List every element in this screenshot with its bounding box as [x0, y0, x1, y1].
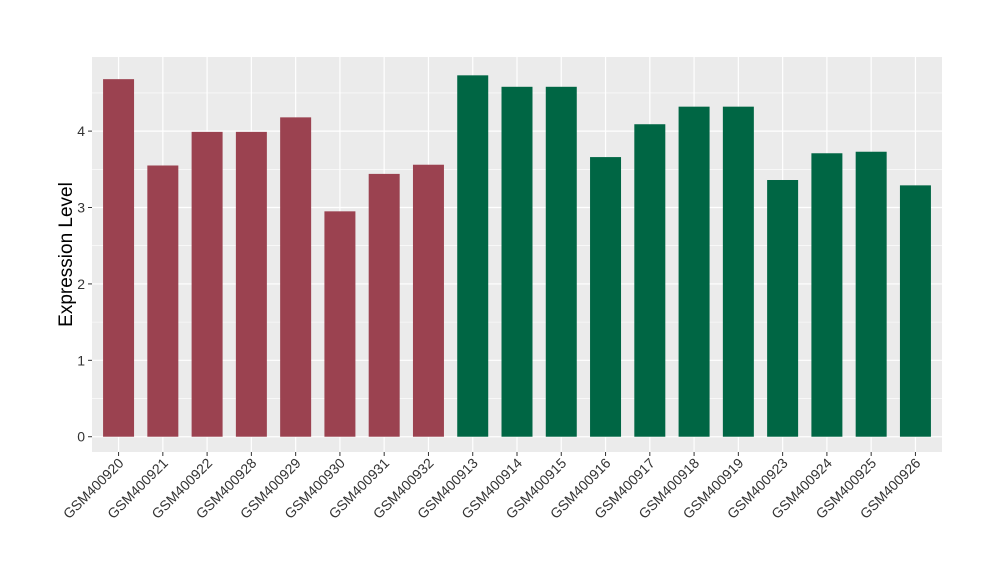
- y-tick-label: 1: [77, 352, 85, 368]
- bar: [412, 164, 444, 437]
- bar: [545, 86, 577, 437]
- bar: [103, 79, 135, 437]
- bar: [235, 131, 267, 437]
- y-tick-label: 3: [77, 200, 85, 216]
- y-tick-label: 2: [77, 276, 85, 292]
- y-axis-title: Expression Level: [56, 182, 77, 327]
- bar: [722, 106, 754, 437]
- bar: [811, 153, 843, 437]
- bar: [147, 165, 179, 437]
- bar: [634, 124, 666, 437]
- bar: [899, 185, 931, 437]
- y-tick-label: 4: [77, 123, 85, 139]
- bar: [191, 131, 223, 437]
- bar: [324, 211, 356, 437]
- y-axis: 0 1 2 3 4: [77, 123, 92, 445]
- bars: [103, 75, 931, 437]
- y-tick-label: 0: [77, 429, 85, 445]
- bar: [457, 75, 489, 437]
- bar: [368, 173, 400, 437]
- bar: [678, 106, 710, 437]
- bar: [501, 86, 533, 437]
- bar: [280, 117, 312, 437]
- x-axis: GSM400920GSM400921GSM400922GSM400928GSM4…: [60, 452, 924, 522]
- bar: [855, 151, 887, 437]
- bar: [590, 157, 622, 437]
- bar: [767, 180, 799, 437]
